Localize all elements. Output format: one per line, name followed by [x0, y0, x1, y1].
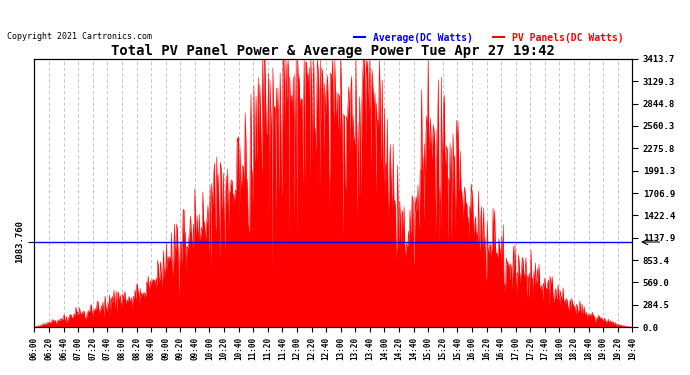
Text: Copyright 2021 Cartronics.com: Copyright 2021 Cartronics.com	[7, 32, 152, 41]
Title: Total PV Panel Power & Average Power Tue Apr 27 19:42: Total PV Panel Power & Average Power Tue…	[112, 44, 555, 58]
Legend: Average(DC Watts), PV Panels(DC Watts): Average(DC Watts), PV Panels(DC Watts)	[350, 29, 627, 47]
